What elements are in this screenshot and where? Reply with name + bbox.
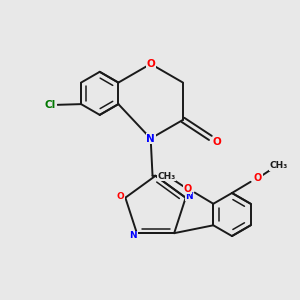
Text: N: N bbox=[130, 231, 137, 240]
Text: N: N bbox=[185, 192, 193, 201]
Text: N: N bbox=[146, 134, 155, 143]
Text: O: O bbox=[254, 173, 262, 183]
Text: CH₃: CH₃ bbox=[157, 172, 176, 181]
Text: Cl: Cl bbox=[45, 100, 56, 110]
Text: O: O bbox=[183, 184, 191, 194]
Text: CH₃: CH₃ bbox=[270, 161, 288, 170]
Text: O: O bbox=[213, 137, 222, 147]
Text: O: O bbox=[117, 192, 124, 201]
Text: O: O bbox=[146, 59, 155, 69]
